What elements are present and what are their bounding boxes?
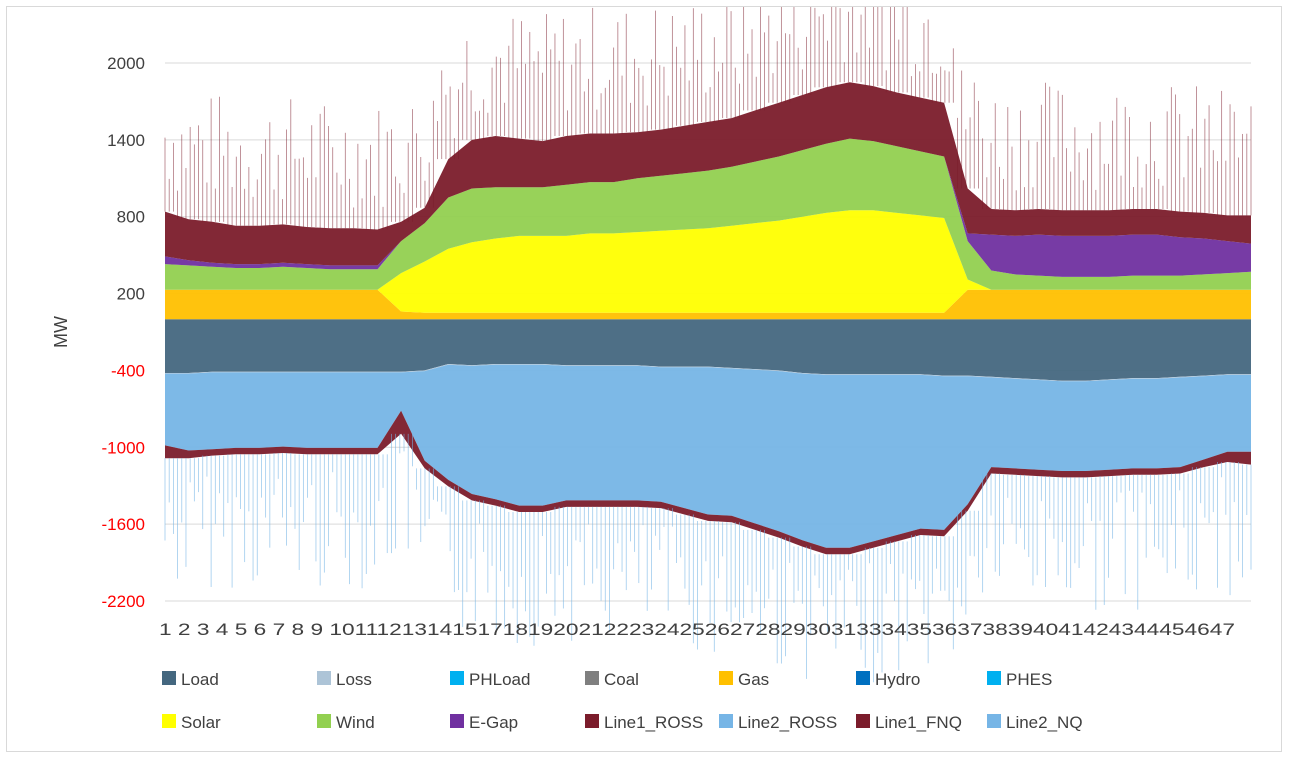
series-area-e-gap [165, 138, 1251, 277]
legend-label: Loss [336, 670, 372, 689]
legend-label: Line1_FNQ [875, 713, 962, 732]
legend-label: Wind [336, 713, 375, 732]
legend-label: Gas [738, 670, 769, 689]
legend-label: Hydro [875, 670, 920, 689]
y-tick-labels: 2000 1400 800 200 -400 -1000 -1600 -2200 [102, 54, 145, 611]
series-area-wind [165, 138, 1251, 290]
legend-swatch [450, 671, 464, 685]
legend-swatch [585, 714, 599, 728]
series-areas [165, 82, 1251, 555]
legend-swatch [987, 671, 1001, 685]
legend-label: Line2_ROSS [738, 713, 837, 732]
legend-swatch [317, 714, 331, 728]
legend: Load Loss PHLoad Coal Gas Hydro PHES Solar Wind E… [162, 670, 1083, 732]
legend-swatch [162, 714, 176, 728]
y-tick-label: 800 [117, 208, 145, 227]
series-area-gas [165, 289, 1251, 320]
legend-label: Line2_NQ [1006, 713, 1083, 732]
y-tick-label: -400 [111, 361, 145, 380]
series-area-solar [165, 210, 1251, 313]
legend-label: Line1_ROSS [604, 713, 703, 732]
legend-swatch [719, 671, 733, 685]
legend-label: Load [181, 670, 219, 689]
y-axis-title: MW [51, 316, 71, 348]
series-spikes [164, 7, 1252, 683]
legend-swatch [719, 714, 733, 728]
chart-canvas: 2000 1400 800 200 -400 -1000 -1600 -2200 MW 1 2… [51, 7, 1252, 732]
legend-label: E-Gap [469, 713, 518, 732]
y-tick-label: -1000 [102, 438, 145, 457]
y-tick-label: 1400 [107, 131, 145, 150]
x-tick-labels: 1 2 3 4 5 6 7 8 9 1011121314151718192021… [159, 620, 1235, 639]
legend-swatch [450, 714, 464, 728]
y-tick-label: -1600 [102, 515, 145, 534]
legend-label: Coal [604, 670, 639, 689]
legend-swatch [162, 671, 176, 685]
series-area-load [165, 319, 1251, 381]
legend-swatch [987, 714, 1001, 728]
legend-swatch [856, 671, 870, 685]
legend-label: PHLoad [469, 670, 530, 689]
y-tick-label: -2200 [102, 592, 145, 611]
legend-label: Solar [181, 713, 221, 732]
chart-frame: 2000 1400 800 200 -400 -1000 -1600 -2200 MW 1 2… [6, 6, 1282, 752]
legend-label: PHES [1006, 670, 1052, 689]
legend-swatch [856, 714, 870, 728]
legend-swatch [585, 671, 599, 685]
legend-swatch [317, 671, 331, 685]
y-tick-label: 200 [117, 285, 145, 304]
y-tick-label: 2000 [107, 54, 145, 73]
series-area-line2-ross [165, 364, 1251, 548]
series-area-line1-ross [165, 82, 1251, 266]
